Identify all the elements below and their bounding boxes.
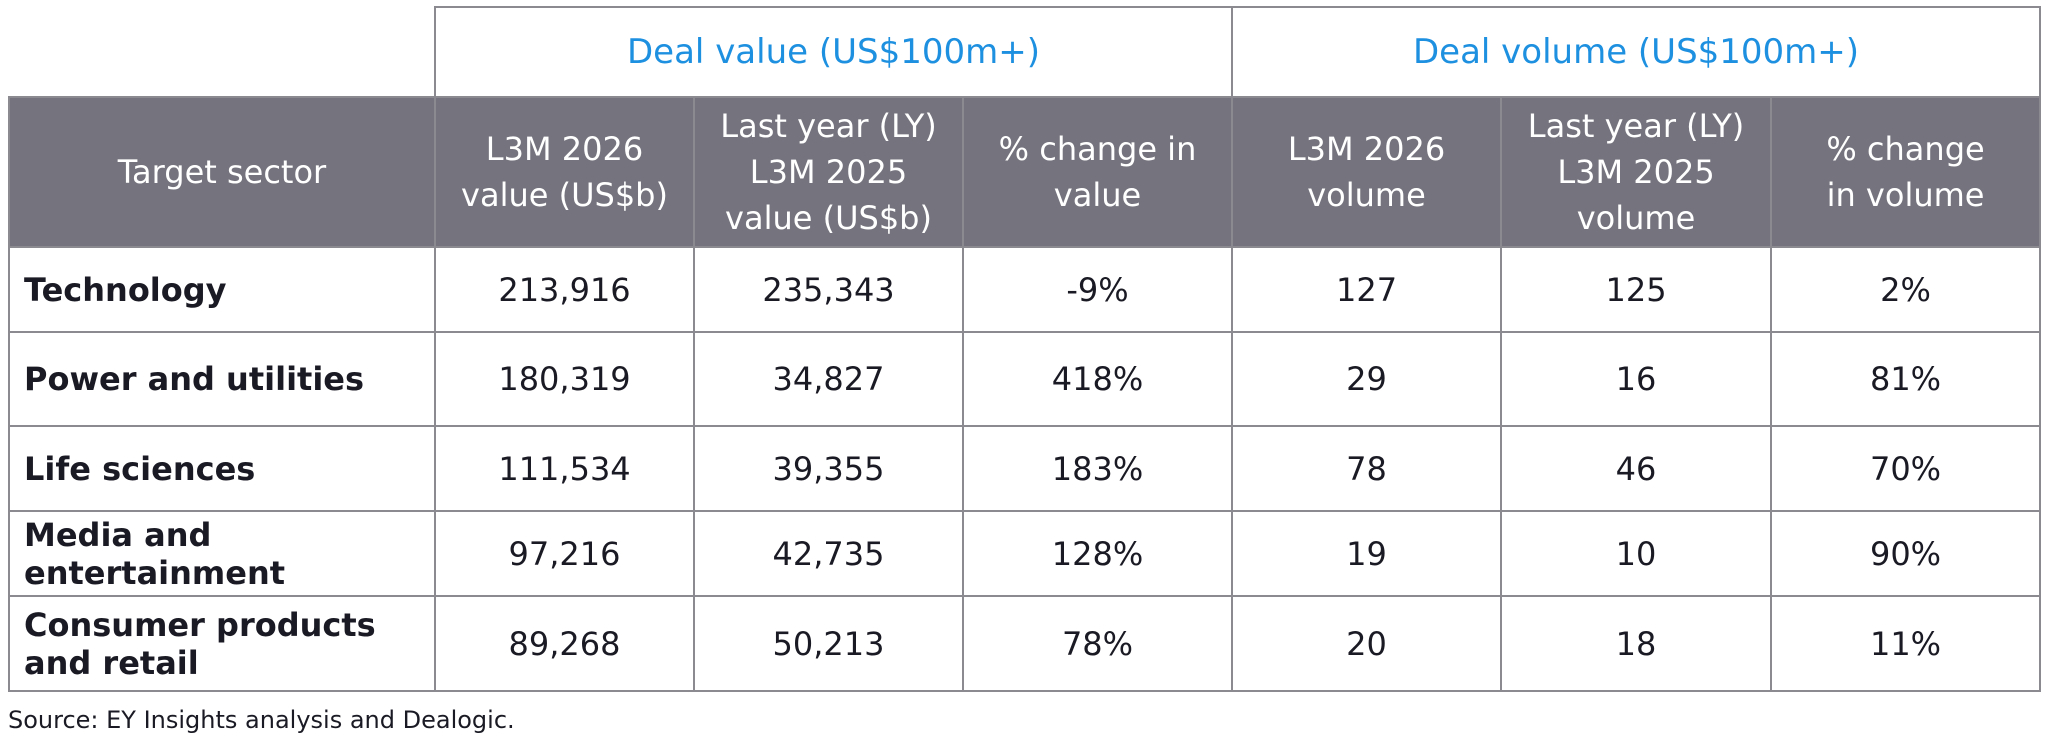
table-cell: 46 <box>1500 425 1773 512</box>
column-header-l3m-2026-value: L3M 2026 value (US$b) <box>434 96 695 248</box>
table-cell: 180,319 <box>434 331 695 427</box>
table-cell: 10 <box>1500 510 1773 597</box>
column-header-l3m-2026-volume: L3M 2026 volume <box>1231 96 1503 248</box>
table-cell: 81% <box>1770 331 2042 427</box>
table-cell: 19 <box>1231 510 1503 597</box>
column-header-ly-l3m-2025-volume: Last year (LY) L3M 2025 volume <box>1500 96 1773 248</box>
source-note: Source: EY Insights analysis and Dealogi… <box>8 706 515 734</box>
table-cell: 50,213 <box>693 595 964 692</box>
table-cell: 78% <box>961 595 1234 692</box>
sector-cell: Consumer products and retail <box>8 595 436 692</box>
table-cell: 78 <box>1231 425 1503 512</box>
table-cell: 125 <box>1500 246 1773 333</box>
table-cell: 418% <box>961 331 1234 427</box>
sector-cell: Technology <box>8 246 436 333</box>
group-header-deal-value: Deal value (US$100m+) <box>433 6 1234 98</box>
table-cell: 90% <box>1770 510 2042 597</box>
deals-table: Deal value (US$100m+) Deal volume (US$10… <box>8 6 2042 692</box>
table-cell: 16 <box>1500 331 1773 427</box>
table-cell: 127 <box>1231 246 1503 333</box>
table-cell: 235,343 <box>693 246 964 333</box>
table-cell: 70% <box>1770 425 2042 512</box>
table-cell: 111,534 <box>434 425 695 512</box>
group-header-row: Deal value (US$100m+) Deal volume (US$10… <box>9 6 2042 98</box>
table-cell: 213,916 <box>434 246 695 333</box>
table-cell: 20 <box>1231 595 1503 692</box>
column-header-ly-l3m-2025-value: Last year (LY) L3M 2025 value (US$b) <box>693 96 964 248</box>
group-header-deal-volume: Deal volume (US$100m+) <box>1231 6 2042 98</box>
sector-cell: Life sciences <box>8 425 436 512</box>
table-cell: 18 <box>1500 595 1773 692</box>
deals-table-wrapper: Deal value (US$100m+) Deal volume (US$10… <box>8 6 2042 692</box>
column-header-pct-change-volume: % change in volume <box>1770 96 2042 248</box>
sector-cell: Power and utilities <box>8 331 436 427</box>
column-header-pct-change-value: % change in value <box>961 96 1234 248</box>
table-row: Consumer products and retail 89,268 50,2… <box>8 595 2042 692</box>
table-cell: 183% <box>961 425 1234 512</box>
table-cell: 39,355 <box>693 425 964 512</box>
table-cell: 128% <box>961 510 1234 597</box>
table-cell: 11% <box>1770 595 2042 692</box>
table-row: Life sciences 111,534 39,355 183% 78 46 … <box>8 425 2042 512</box>
table-cell: 89,268 <box>434 595 695 692</box>
column-header-row: Target sector L3M 2026 value (US$b) Last… <box>8 96 2042 248</box>
column-header-target-sector: Target sector <box>8 96 436 248</box>
table-cell: 29 <box>1231 331 1503 427</box>
table-cell: 97,216 <box>434 510 695 597</box>
group-header-blank <box>9 7 436 98</box>
table-row: Technology 213,916 235,343 -9% 127 125 2… <box>8 246 2042 333</box>
table-row: Media and entertainment 97,216 42,735 12… <box>8 510 2042 597</box>
table-cell: 42,735 <box>693 510 964 597</box>
table-cell: -9% <box>961 246 1234 333</box>
sector-cell: Media and entertainment <box>8 510 436 597</box>
table-row: Power and utilities 180,319 34,827 418% … <box>8 331 2042 427</box>
table-cell: 34,827 <box>693 331 964 427</box>
table-cell: 2% <box>1770 246 2042 333</box>
